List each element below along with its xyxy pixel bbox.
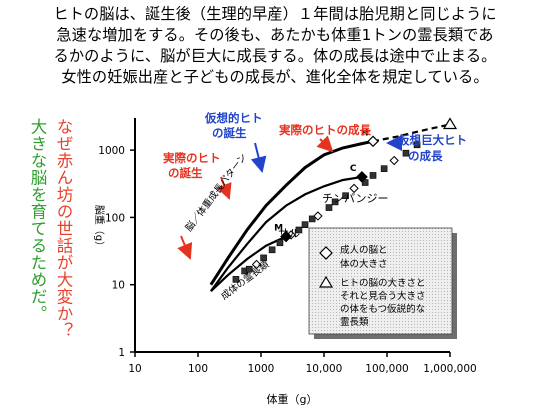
arrow-actual-birth-top: [216, 176, 232, 200]
primate-point: [413, 141, 421, 149]
arrow-actual-human-growth: [316, 135, 334, 153]
primate-point: [232, 276, 240, 283]
primate-point: [389, 155, 399, 166]
endpoint-label: C: [350, 164, 357, 174]
legend-text: 成人の脳と: [340, 244, 388, 256]
x-axis-label: 体重（g）: [267, 392, 318, 406]
label-actual-human-birth-2: の誕生: [168, 166, 203, 180]
y-tick-label: 1000: [98, 145, 125, 157]
growth-curve: [210, 235, 287, 292]
primate-point: [313, 211, 323, 221]
x-tick-label: 1000: [248, 363, 275, 375]
y-axis-label: 脳重（g）: [93, 205, 106, 251]
diamond-icon: [319, 246, 333, 260]
question-text: なぜ赤ん坊の世話が大変か？: [54, 118, 73, 339]
y-tick-label: 1: [118, 347, 125, 359]
primate-point: [260, 254, 267, 262]
y-tick-label: 10: [112, 280, 125, 292]
intro-line: 女性の妊娠出産と子どもの成長が、進化全体を規定している。: [61, 68, 489, 86]
legend-text: 体の大きさ: [340, 258, 388, 270]
x-tick-label: 100,000: [365, 363, 408, 375]
endpoint-marker: [367, 135, 379, 148]
primate-point: [301, 221, 309, 228]
triangle-icon: [318, 275, 334, 288]
legend-text: 霊長類: [340, 317, 369, 328]
primate-point: [402, 149, 410, 157]
endpoint-label: H: [361, 128, 369, 138]
x-tick-label: 10,000: [306, 363, 343, 375]
x-tick-label: 10: [128, 363, 141, 375]
primate-point: [331, 198, 339, 206]
label-adult-primates: 成体の霊長類: [219, 258, 272, 302]
endpoint-label: M: [274, 224, 283, 234]
arrow-actual-birth-bottom: [177, 235, 193, 260]
label-monkey: サル: [278, 227, 300, 240]
primate-point: [251, 259, 262, 270]
label-chimpanzee: チンパンジー: [322, 192, 389, 205]
label-hypothetical-giant: 仮想巨大ヒト: [397, 133, 467, 147]
primate-point: [369, 172, 377, 179]
endpoint-marker: [280, 230, 292, 243]
primate-point: [325, 204, 333, 211]
legend-text: ヒトの脳の大きさと: [340, 277, 426, 289]
answer-text: 大きな脳を育てるためだ。: [28, 118, 47, 322]
primate-point: [380, 165, 388, 172]
label-actual-human-growth: 実際のヒトの成長: [279, 123, 371, 137]
growth-curve: [209, 139, 374, 286]
label-actual-human-birth: 実際のヒト: [163, 151, 221, 165]
primate-point: [308, 215, 316, 223]
x-tick-label: 1,000,000: [423, 363, 476, 375]
growth-curve: [210, 175, 363, 292]
intro-line: 急速な増加をする。その後も、あたかも体重1トンの霊長類であ: [56, 26, 494, 44]
label-hypothetical-giant-growth: の成長: [408, 149, 443, 163]
primate-point: [342, 192, 349, 200]
intro-line: ヒトの脳は、誕生後（生理的早産）１年間は胎児期と同じように: [53, 5, 497, 23]
label-hypothetical-birth: の誕生: [212, 126, 247, 140]
primate-point: [276, 239, 284, 247]
y-tick-label: 100: [105, 212, 125, 224]
x-tick-label: 100: [188, 363, 208, 375]
legend-text: の体をもつ仮説的な: [340, 303, 425, 315]
hypothetical-growth-line: [372, 123, 451, 143]
intro-text: ヒトの脳は、誕生後（生理的早産）１年間は胎児期と同じように 急速な増加をする。そ…: [0, 4, 550, 88]
legend: 成人の脳と 体の大きさ ヒトの脳の大きさと それと見合う大きさ の体をもつ仮説的…: [308, 227, 457, 339]
primate-point: [245, 265, 253, 273]
arrow-hypothetical-birth: [250, 142, 267, 173]
endpoint-marker: [356, 171, 368, 183]
triangle-point: [442, 117, 458, 130]
intro-line: るかのように、脳が巨大に成長する。体の成長は途中で止まる。: [53, 47, 497, 65]
primate-point: [349, 183, 359, 194]
legend-text: それと見合う大きさ: [340, 290, 426, 302]
primate-point: [268, 246, 276, 254]
label-hypothetical-human: 仮想的ヒト: [204, 111, 263, 125]
primate-point: [295, 226, 303, 234]
